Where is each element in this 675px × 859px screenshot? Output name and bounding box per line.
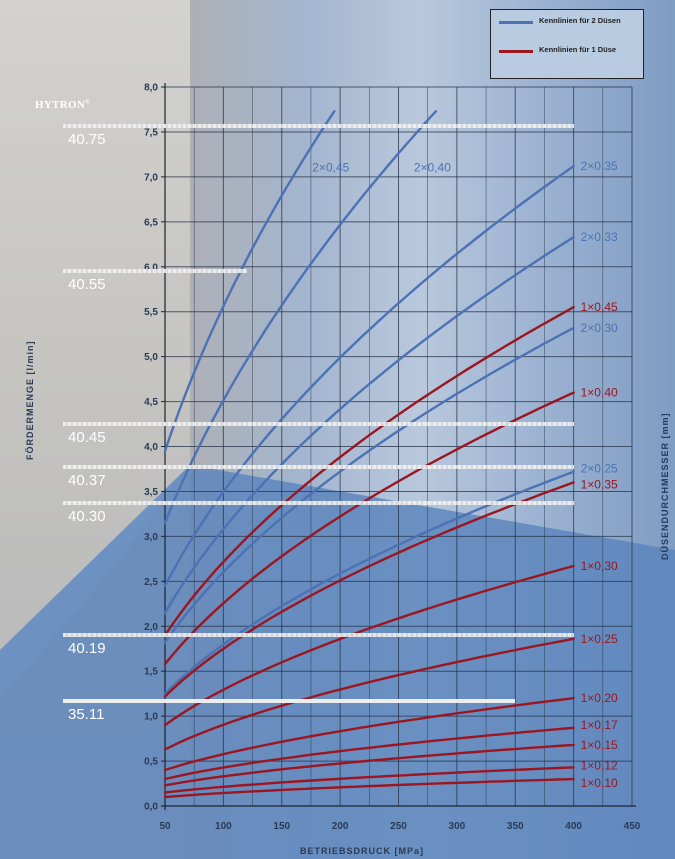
series-line-2x0-33	[163, 235, 575, 614]
x-tick-label: 400	[565, 821, 582, 832]
y-tick-label: 3,5	[144, 487, 158, 498]
x-tick-label: 300	[449, 821, 466, 832]
model-code-label: 40.30	[68, 508, 106, 526]
model-stripe	[63, 422, 574, 427]
curve-labels: 2×0,45 2×0,40 2×0,352×0,332×0,302×0,251×0,…	[312, 159, 618, 790]
series-label: 1×0,45	[581, 300, 618, 314]
series-line-2x0-35	[163, 164, 575, 587]
x-tick-label: 200	[332, 821, 349, 832]
model-stripe	[63, 123, 574, 128]
y-axis-label: FÖRDERMENGE [l/min]	[25, 340, 35, 461]
series-label: 2×0,30	[581, 321, 618, 335]
model-stripe	[63, 465, 574, 470]
y-tick-label: 5,0	[144, 352, 158, 363]
y-tick-label: 0,0	[144, 802, 158, 813]
y-tick-label: 2,5	[144, 577, 158, 588]
series-label: 2×0,45	[312, 160, 349, 174]
model-stripe	[63, 501, 574, 506]
series-line-2x0-45	[163, 110, 336, 453]
y-tick-label: 1,0	[144, 712, 158, 723]
x-tick-label: 100	[215, 821, 232, 832]
series-label: 1×0,15	[581, 738, 618, 752]
legend-item-2-duesen: Kennlinien für 2 Düsen	[499, 16, 629, 25]
x-tick-label: 450	[624, 821, 641, 832]
series-label: 2×0,33	[581, 230, 618, 244]
legend-swatch-blue	[499, 21, 533, 24]
series-line-1x0-25	[163, 637, 575, 751]
model-code-label: 40.19	[68, 640, 106, 658]
axes: 50 100 150 200 250 300 350 400 450 0,0 0,5 1,0 1,5 2,…	[144, 83, 641, 833]
series-group	[163, 110, 575, 799]
series-label: 2×0,25	[581, 462, 618, 476]
legend: Kennlinien für 2 Düsen Kennlinien für 1 …	[490, 9, 644, 79]
legend-label: Kennlinien für 1 Düse	[539, 45, 617, 54]
y-tick-label: 6,0	[144, 262, 158, 273]
series-line-1x0-10	[163, 777, 575, 799]
series-line-1x0-20	[163, 696, 575, 772]
y-tick-label: 5,5	[144, 307, 158, 318]
x-tick-label: 350	[507, 821, 524, 832]
series-line-2x0-40	[163, 110, 438, 525]
model-code-label: 35.11	[68, 705, 105, 723]
legend-swatch-red	[499, 50, 533, 53]
model-code-label: 40.45	[68, 429, 106, 447]
y-tick-label: 7,0	[144, 172, 158, 183]
series-label: 2×0,35	[581, 159, 618, 173]
series-line-2x0-25	[163, 470, 575, 695]
series-line-1x0-35	[163, 481, 575, 698]
series-label: 1×0,20	[581, 691, 618, 705]
model-stripe	[63, 698, 516, 703]
series-label: 1×0,12	[581, 758, 618, 772]
model-code-label: 40.37	[68, 472, 106, 490]
series-line-1x0-17	[163, 726, 575, 781]
brand-logo: HYTRON®	[35, 99, 90, 111]
series-label: 1×0,40	[581, 386, 618, 400]
x-axis-label: BETRIEBSDRUCK [MPa]	[300, 846, 425, 856]
series-line-1x0-45	[163, 306, 575, 637]
y-tick-label: 3,0	[144, 532, 158, 543]
x-tick-label: 50	[159, 821, 171, 832]
model-code-label: 40.55	[68, 276, 106, 294]
series-label: 1×0,10	[581, 776, 618, 790]
y-tick-label: 6,5	[144, 217, 158, 228]
y2-axis-label: DÜSENDURCHMESSER [mm]	[660, 412, 670, 560]
y-tick-label: 0,5	[144, 757, 158, 768]
y-tick-label: 1,5	[144, 667, 158, 678]
model-stripe	[63, 269, 247, 274]
series-line-1x0-15	[163, 743, 575, 787]
y-tick-label: 4,5	[144, 397, 158, 408]
y-tick-label: 2,0	[144, 622, 158, 633]
model-code-label: 40.75	[68, 130, 106, 148]
series-label: 1×0,17	[581, 718, 618, 732]
series-line-1x0-12	[163, 766, 575, 794]
model-stripe	[63, 633, 574, 638]
y-tick-label: 8,0	[144, 83, 158, 94]
legend-item-1-duese: Kennlinien für 1 Düse	[499, 45, 629, 54]
x-tick-label: 150	[273, 821, 290, 832]
series-label: 2×0,40	[414, 160, 451, 174]
y-tick-label: 4,0	[144, 442, 158, 453]
legend-label: Kennlinien für 2 Düsen	[539, 16, 621, 25]
series-label: 1×0,25	[581, 632, 618, 646]
y-tick-label: 7,5	[144, 127, 158, 138]
series-label: 1×0,30	[581, 559, 618, 573]
series-line-1x0-30	[163, 564, 575, 727]
series-line-2x0-30	[163, 326, 575, 644]
x-tick-label: 250	[390, 821, 407, 832]
series-label: 1×0,35	[581, 477, 618, 491]
